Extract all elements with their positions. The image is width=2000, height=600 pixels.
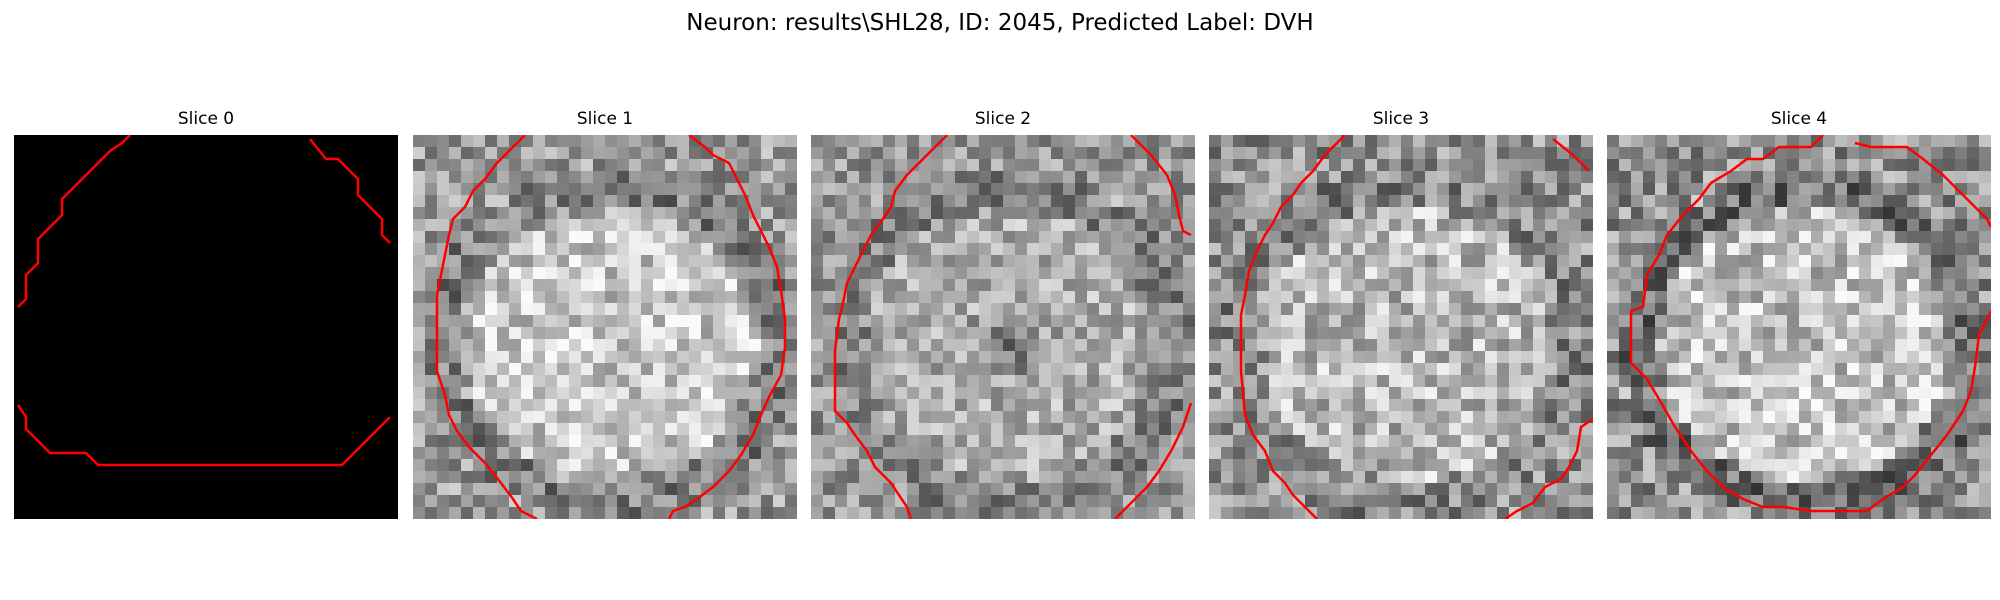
slice-image-0	[14, 135, 398, 519]
contour-segment	[1552, 138, 1590, 172]
slice-image-1	[413, 135, 797, 519]
slice-title-0: Slice 0	[177, 109, 235, 129]
contour-segment	[309, 138, 391, 244]
contour-segment	[1854, 141, 1991, 228]
contour-segment	[435, 135, 538, 519]
contour-segment	[1629, 135, 1991, 513]
contour-segment	[16, 404, 391, 467]
contour-segment	[17, 135, 131, 308]
slice-title-2: Slice 2	[974, 109, 1032, 129]
contour-segment	[1239, 135, 1346, 519]
contour-segment	[1504, 417, 1593, 519]
slice-image-2	[811, 135, 1195, 519]
contour-segment	[1130, 135, 1192, 237]
contour-segment	[667, 135, 787, 519]
slice-title-3: Slice 3	[1372, 109, 1430, 129]
slice-title-4: Slice 4	[1770, 109, 1828, 129]
slice-title-1: Slice 1	[576, 109, 634, 129]
slice-image-4	[1607, 135, 1991, 519]
contour-segment	[833, 135, 948, 519]
slice-background	[14, 135, 398, 519]
contour-segment	[1114, 402, 1193, 519]
slice-image-3	[1209, 135, 1593, 519]
figure-title: Neuron: results\SHL28, ID: 2045, Predict…	[686, 10, 1314, 36]
